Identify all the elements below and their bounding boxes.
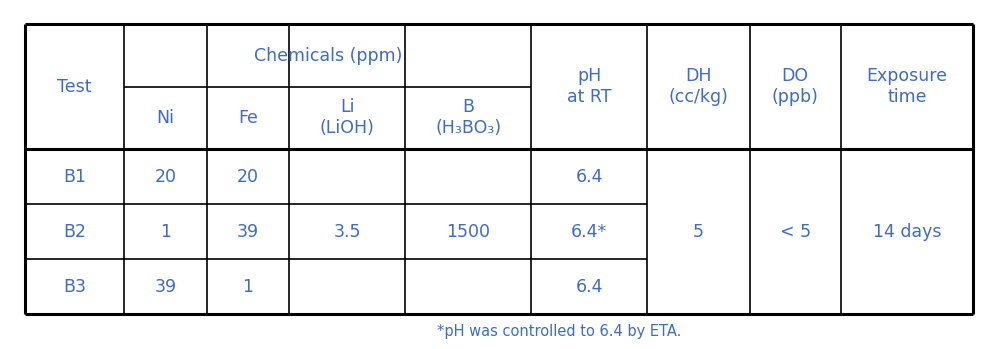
Text: 6.4: 6.4 <box>576 277 603 296</box>
Text: B2: B2 <box>63 223 86 240</box>
Text: 1: 1 <box>160 223 171 240</box>
Text: Test: Test <box>57 78 92 96</box>
Text: B
(H₃BO₃): B (H₃BO₃) <box>435 98 501 137</box>
Text: 14 days: 14 days <box>872 223 941 240</box>
Text: Li
(LiOH): Li (LiOH) <box>319 98 374 137</box>
Text: Chemicals (ppm): Chemicals (ppm) <box>253 46 402 65</box>
Text: DH
(cc/kg): DH (cc/kg) <box>669 67 729 106</box>
Text: 20: 20 <box>155 168 177 186</box>
Text: 1: 1 <box>243 277 253 296</box>
Text: 6.4*: 6.4* <box>571 223 608 240</box>
Text: B1: B1 <box>63 168 86 186</box>
Text: 6.4: 6.4 <box>576 168 603 186</box>
Text: pH
at RT: pH at RT <box>567 67 612 106</box>
Text: Fe: Fe <box>238 109 257 127</box>
Text: 39: 39 <box>237 223 259 240</box>
Text: B3: B3 <box>63 277 86 296</box>
Text: 39: 39 <box>155 277 177 296</box>
Text: 20: 20 <box>237 168 258 186</box>
Text: Ni: Ni <box>157 109 175 127</box>
Text: 1500: 1500 <box>446 223 490 240</box>
Text: < 5: < 5 <box>779 223 810 240</box>
Text: *pH was controlled to 6.4 by ETA.: *pH was controlled to 6.4 by ETA. <box>437 324 681 339</box>
Text: 5: 5 <box>693 223 704 240</box>
Text: 3.5: 3.5 <box>333 223 361 240</box>
Text: DO
(ppb): DO (ppb) <box>771 67 818 106</box>
Text: Exposure
time: Exposure time <box>866 67 947 106</box>
